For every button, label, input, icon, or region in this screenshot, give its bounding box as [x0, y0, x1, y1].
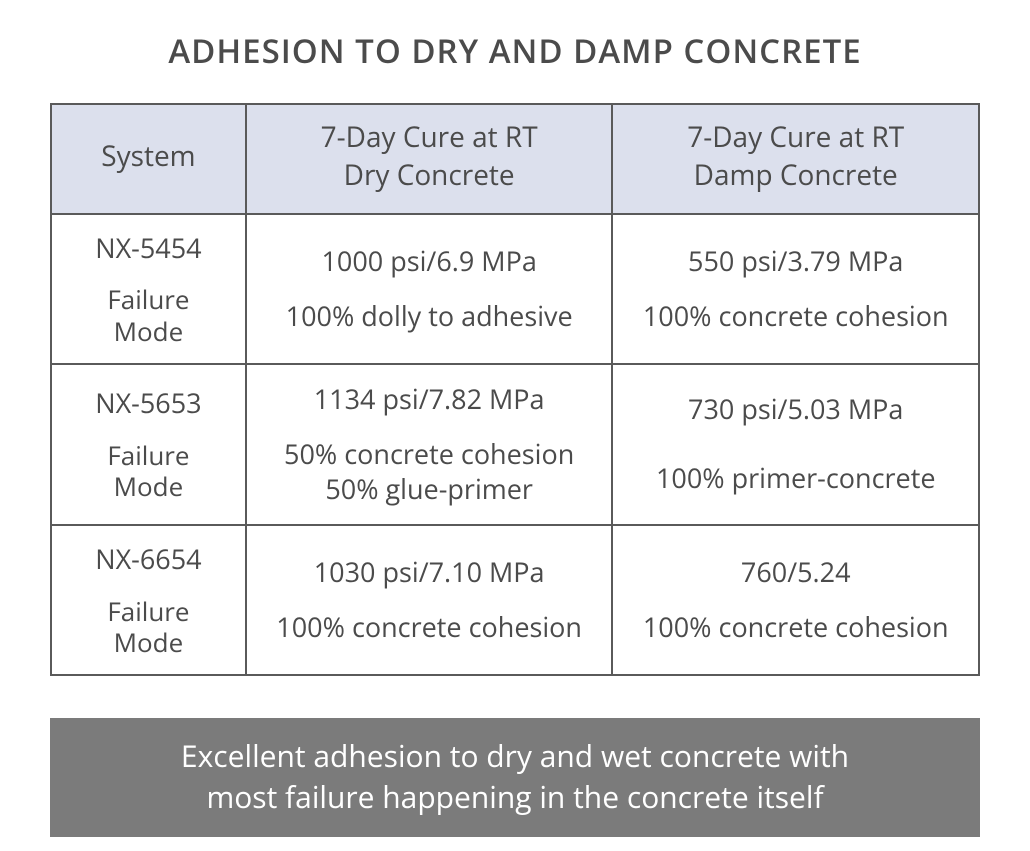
dry-cell: 1000 psi/6.9 MPa 100% dolly to adhesive	[246, 214, 613, 364]
dry-mode-line1: 100% concrete cohesion	[276, 608, 582, 645]
dry-cell: 1030 psi/7.10 MPa 100% concrete cohesion	[246, 525, 613, 675]
dry-mode-line2: 50% glue-primer	[325, 470, 533, 507]
col-header-damp: 7-Day Cure at RT Damp Concrete	[612, 104, 979, 214]
system-cell: NX-5653 Failure Mode	[51, 364, 246, 525]
failure-mode-label: Failure Mode	[60, 284, 237, 346]
adhesion-table: System 7-Day Cure at RT Dry Concrete 7-D…	[50, 103, 980, 676]
failure-label-2: Mode	[114, 624, 184, 660]
page-container: ADHESION TO DRY AND DAMP CONCRETE System…	[0, 0, 1030, 837]
damp-value: 550 psi/3.79 MPa	[623, 243, 968, 278]
damp-value: 730 psi/5.03 MPa	[623, 391, 968, 426]
damp-mode-line1: 100% concrete cohesion	[643, 297, 949, 334]
table-row: NX-5653 Failure Mode 1134 psi/7.82 MPa 5…	[51, 364, 979, 525]
damp-cell: 760/5.24 100% concrete cohesion	[612, 525, 979, 675]
system-name: NX-6654	[60, 542, 237, 576]
dry-value: 1030 psi/7.10 MPa	[257, 554, 602, 589]
col-header-damp-line2: Damp Concrete	[694, 156, 898, 194]
col-header-system: System	[51, 104, 246, 214]
failure-mode-label: Failure Mode	[60, 596, 237, 658]
col-header-dry: 7-Day Cure at RT Dry Concrete	[246, 104, 613, 214]
dry-failure-mode: 100% dolly to adhesive	[257, 298, 602, 333]
table-header-row: System 7-Day Cure at RT Dry Concrete 7-D…	[51, 104, 979, 214]
failure-mode-label: Failure Mode	[60, 440, 237, 502]
damp-value: 760/5.24	[623, 554, 968, 589]
col-header-damp-line1: 7-Day Cure at RT	[687, 118, 904, 156]
system-cell: NX-6654 Failure Mode	[51, 525, 246, 675]
dry-failure-mode: 100% concrete cohesion	[257, 609, 602, 644]
system-name: NX-5454	[60, 231, 237, 265]
system-cell: NX-5454 Failure Mode	[51, 214, 246, 364]
damp-cell: 730 psi/5.03 MPa 100% primer-concrete	[612, 364, 979, 525]
system-name: NX-5653	[60, 386, 237, 420]
dry-value: 1000 psi/6.9 MPa	[257, 243, 602, 278]
table-row: NX-5454 Failure Mode 1000 psi/6.9 MPa 10…	[51, 214, 979, 364]
damp-failure-mode: 100% primer-concrete	[623, 446, 968, 495]
damp-failure-mode: 100% concrete cohesion	[623, 298, 968, 333]
damp-mode-line1: 100% primer-concrete	[656, 459, 936, 496]
damp-failure-mode: 100% concrete cohesion	[623, 609, 968, 644]
dry-failure-mode: 50% concrete cohesion 50% glue-primer	[257, 436, 602, 506]
damp-mode-line1: 100% concrete cohesion	[643, 608, 949, 645]
failure-label-2: Mode	[114, 468, 184, 504]
failure-label-2: Mode	[114, 313, 184, 349]
callout-line2: most failure happening in the concrete i…	[206, 776, 823, 817]
damp-cell: 550 psi/3.79 MPa 100% concrete cohesion	[612, 214, 979, 364]
col-header-dry-line1: 7-Day Cure at RT	[321, 118, 538, 156]
col-header-dry-line2: Dry Concrete	[344, 156, 515, 194]
summary-callout: Excellent adhesion to dry and wet concre…	[50, 718, 980, 837]
table-row: NX-6654 Failure Mode 1030 psi/7.10 MPa 1…	[51, 525, 979, 675]
dry-cell: 1134 psi/7.82 MPa 50% concrete cohesion …	[246, 364, 613, 525]
callout-line1: Excellent adhesion to dry and wet concre…	[181, 735, 849, 776]
page-title: ADHESION TO DRY AND DAMP CONCRETE	[50, 28, 980, 73]
dry-mode-line1: 100% dolly to adhesive	[286, 297, 573, 334]
dry-value: 1134 psi/7.82 MPa	[257, 381, 602, 416]
dry-mode-line1: 50% concrete cohesion	[284, 435, 574, 472]
